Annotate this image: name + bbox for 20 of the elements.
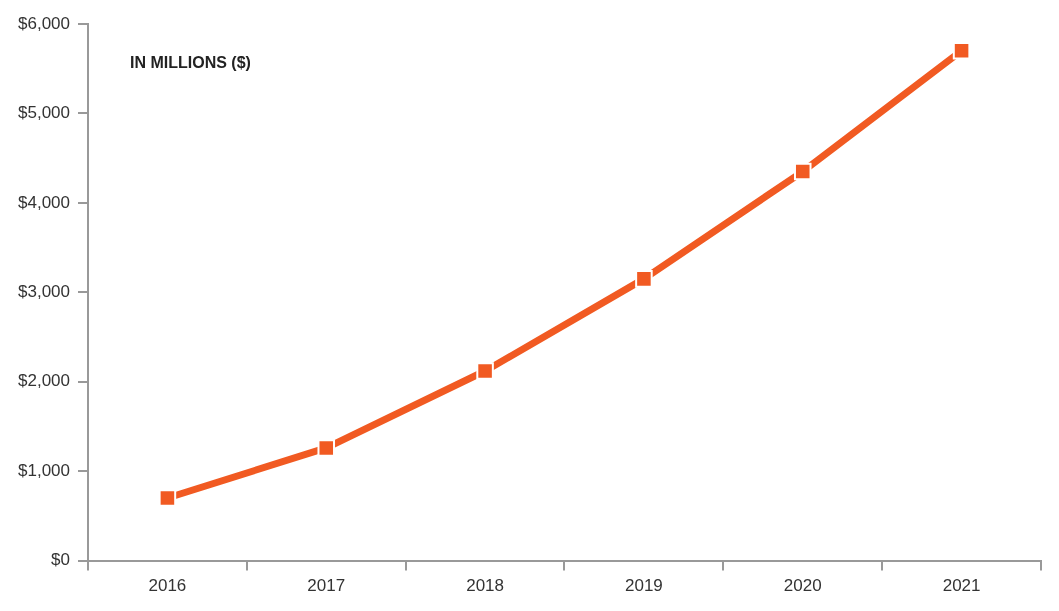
x-tick-label: 2017 bbox=[307, 576, 346, 596]
y-tick-label: $3,000 bbox=[18, 281, 70, 301]
y-tick-label: $2,000 bbox=[18, 371, 70, 391]
x-tick-label: 2021 bbox=[942, 576, 981, 596]
point bbox=[476, 362, 494, 380]
x-tick-label: 2016 bbox=[148, 576, 187, 596]
y-tick-label: $4,000 bbox=[18, 192, 70, 212]
y-tick-label: $0 bbox=[51, 550, 70, 570]
annotation: IN MILLIONS ($) bbox=[130, 54, 251, 72]
point bbox=[158, 489, 177, 507]
x-tick-label: 2019 bbox=[625, 576, 663, 596]
y-tick-label: $1,000 bbox=[18, 460, 70, 480]
point bbox=[635, 270, 653, 288]
y-tick-label: $6,000 bbox=[18, 13, 70, 33]
point bbox=[793, 162, 812, 181]
point bbox=[952, 42, 971, 60]
y-tick-label: $5,000 bbox=[18, 103, 70, 123]
x-tick-label: 2018 bbox=[466, 576, 504, 596]
point bbox=[317, 439, 336, 457]
x-tick-label: 2020 bbox=[783, 576, 822, 596]
